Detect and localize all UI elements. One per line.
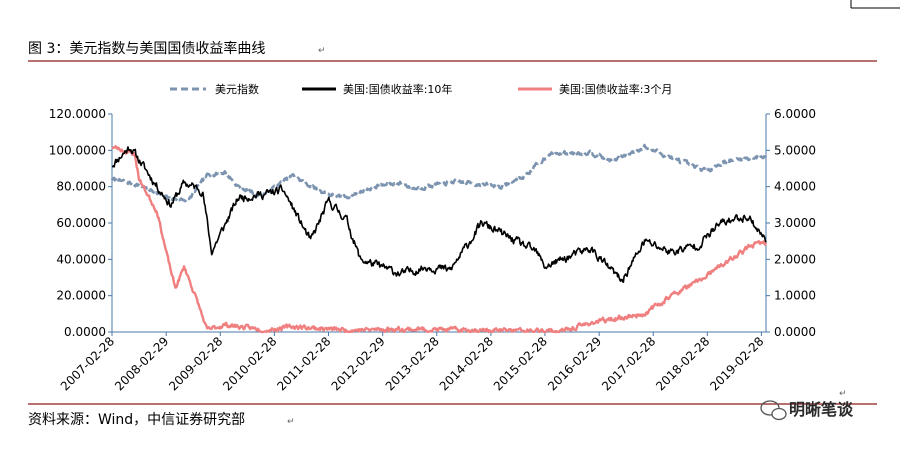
y-left-tick-label: 20.0000	[56, 289, 106, 303]
y-left-tick-label: 60.0000	[56, 216, 106, 230]
watermark-text: 明晰笔谈	[789, 400, 854, 419]
x-tick-label: 2007-02-28	[58, 334, 117, 393]
x-tick-label: 2011-02-28	[274, 334, 333, 393]
x-tick-label: 2016-02-29	[545, 334, 604, 393]
wechat-logo	[760, 400, 787, 421]
x-tick-label: 2012-02-29	[329, 334, 388, 393]
y-left-tick-label: 80.0000	[56, 180, 106, 194]
y-left-tick-label: 0.0000	[64, 325, 106, 339]
y-left-tick-label: 120.0000	[49, 107, 106, 121]
source-note: 资料来源：Wind，中信证券研究部	[28, 412, 245, 428]
x-tick-label: 2010-02-28	[220, 334, 279, 393]
y-right-tick-label: 4.0000	[774, 180, 816, 194]
y-right-tick-label: 2.0000	[774, 252, 816, 266]
legend-label-3m-yield: 美国:国债收益率:3个月	[559, 82, 672, 96]
y-right-tick-label: 1.0000	[774, 289, 816, 303]
paragraph-mark: ↵	[839, 389, 847, 399]
y-left-tick-label: 100.0000	[49, 143, 106, 157]
paragraph-mark: ↵	[287, 417, 295, 427]
legend-label-10y-yield: 美国:国债收益率:10年	[343, 82, 452, 96]
line-3m-yield	[111, 145, 768, 334]
x-tick-label: 2019-02-28	[707, 334, 766, 393]
axes: 0.0000 20.0000 40.0000 60.0000 80.0000 100.00…	[49, 107, 816, 393]
x-tick-label: 2015-02-28	[491, 334, 550, 393]
y-right-tick-label: 6.0000	[774, 107, 816, 121]
line-usd-index	[110, 143, 768, 203]
line-10y-yield	[111, 146, 767, 283]
x-tick-label: 2017-02-28	[599, 334, 658, 393]
y-right-tick-label: 0.0000	[774, 325, 816, 339]
x-tick-label: 2018-02-28	[653, 334, 712, 393]
legend: 美元指数 美国:国债收益率:10年 美国:国债收益率:3个月	[170, 82, 672, 96]
y-right-tick-label: 3.0000	[774, 216, 816, 230]
x-tick-label: 2013-02-28	[383, 334, 442, 393]
x-tick-label: 2009-02-28	[166, 334, 225, 393]
x-tick-label: 2014-02-28	[437, 334, 496, 393]
y-left-tick-label: 40.0000	[56, 252, 106, 266]
y-right-tick-label: 5.0000	[774, 143, 816, 157]
legend-label-usd-index: 美元指数	[215, 82, 259, 96]
plot-area	[110, 143, 768, 334]
paragraph-mark: ↵	[318, 46, 326, 56]
x-tick-label: 2008-02-29	[112, 334, 171, 393]
chart-title: 图 3：美元指数与美国国债收益率曲线	[28, 40, 265, 57]
